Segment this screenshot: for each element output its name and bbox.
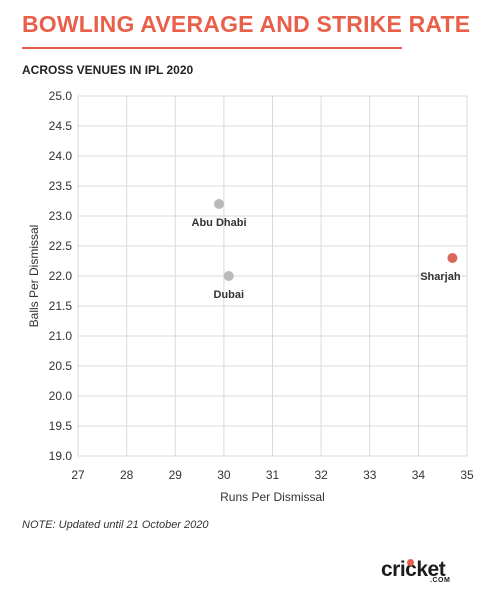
x-tick-label: 33	[363, 468, 377, 482]
y-axis-title: Balls Per Dismissal	[27, 225, 41, 328]
x-tick-label: 29	[169, 468, 183, 482]
cricket-logo: cricket	[381, 558, 446, 582]
y-tick-label: 22.0	[49, 269, 73, 283]
x-tick-label: 34	[412, 468, 426, 482]
data-point	[447, 253, 458, 263]
data-point	[214, 199, 225, 209]
y-tick-label: 25.0	[49, 89, 73, 103]
y-tick-label: 20.0	[49, 389, 73, 403]
y-tick-label: 24.5	[49, 119, 73, 133]
x-tick-label: 32	[314, 468, 328, 482]
x-tick-label: 28	[120, 468, 134, 482]
chart-subtitle: ACROSS VENUES IN IPL 2020	[22, 63, 194, 77]
data-point-label: Abu Dhabi	[192, 217, 247, 229]
title-underline	[22, 47, 402, 49]
y-tick-label: 24.0	[49, 149, 73, 163]
logo-text: cricket	[381, 558, 446, 581]
data-point-label: Sharjah	[420, 271, 461, 283]
x-axis-title: Runs Per Dismissal	[220, 490, 325, 504]
y-tick-label: 22.5	[49, 239, 73, 253]
footnote: NOTE: Updated until 21 October 2020	[22, 519, 209, 531]
y-tick-label: 20.5	[49, 359, 73, 373]
y-tick-label: 19.0	[49, 449, 73, 463]
logo-suffix: .COM	[430, 577, 451, 584]
logo-dot-icon	[407, 559, 414, 566]
y-tick-label: 23.0	[49, 209, 73, 223]
x-tick-label: 35	[460, 468, 474, 482]
y-tick-label: 23.5	[49, 179, 73, 193]
y-tick-label: 21.0	[49, 329, 73, 343]
data-point-label: Dubai	[213, 289, 244, 301]
x-tick-label: 30	[217, 468, 231, 482]
y-tick-label: 19.5	[49, 419, 73, 433]
chart-title: BOWLING AVERAGE AND STRIKE RATE	[22, 11, 471, 37]
x-tick-label: 31	[266, 468, 280, 482]
x-tick-label: 27	[71, 468, 85, 482]
y-tick-label: 21.5	[49, 299, 73, 313]
data-point	[223, 271, 234, 281]
